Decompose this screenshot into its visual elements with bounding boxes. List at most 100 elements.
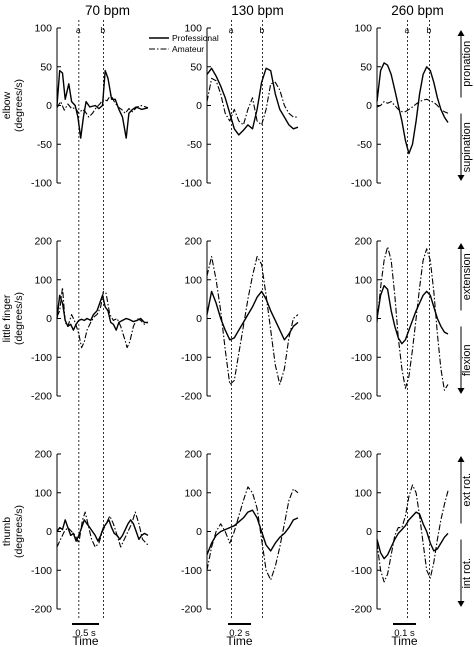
series-amateur-r2-c2 — [376, 484, 449, 583]
y-tick-label: -100 — [31, 352, 52, 364]
legend-entry: Professional — [172, 33, 219, 43]
y-tick-label: 100 — [184, 274, 202, 286]
column-title: 130 bpm — [231, 3, 284, 18]
y-tick-label: -200 — [181, 391, 202, 403]
y-tick-label: 0 — [366, 100, 372, 112]
y-tick-label: 100 — [34, 23, 52, 35]
y-tick-label: 0 — [196, 100, 202, 112]
y-tick-label: 100 — [34, 274, 52, 286]
series-amateur-r1-c2 — [376, 246, 449, 391]
panel-r2-c0: 200 100 0 -100 -200 — [31, 449, 61, 616]
y-tick-label: 200 — [354, 236, 372, 248]
x-axis-label: Time — [72, 634, 99, 647]
y-tick-label: 50 — [190, 61, 202, 73]
y-tick-label: 0 — [196, 313, 202, 325]
scale-bar-label: 0.2 s — [229, 628, 250, 639]
column-title: 70 bpm — [85, 3, 130, 18]
y-tick-label: -200 — [351, 604, 372, 616]
row-label: (degrees/s) — [13, 292, 25, 345]
panel-r1-c0: 200 100 0 -100 -200 — [31, 236, 61, 403]
arrow-down-head-icon — [457, 175, 465, 181]
row-label: elbow — [1, 91, 13, 119]
y-tick-label: 0 — [46, 100, 52, 112]
scale-bar-label: 0.1 s — [394, 628, 415, 639]
y-tick-label: 200 — [34, 449, 52, 461]
y-tick-label: 100 — [354, 274, 372, 286]
y-tick-label: 200 — [184, 236, 202, 248]
series-amateur-r0-c1 — [206, 77, 298, 126]
y-tick-label: 200 — [34, 236, 52, 248]
y-tick-label: -50 — [357, 139, 372, 151]
marker-label-a: a — [229, 25, 234, 35]
row-label: (degrees/s) — [13, 79, 25, 132]
y-tick-label: 0 — [196, 526, 202, 538]
column-title: 260 bpm — [391, 3, 444, 18]
series-professional-r2-c2 — [376, 511, 449, 560]
y-tick-label: -100 — [351, 178, 372, 190]
series-professional-r2-c1 — [206, 509, 299, 556]
series-professional-r0-c0 — [56, 69, 149, 139]
y-tick-label: 0 — [366, 526, 372, 538]
row-label: little finger — [1, 294, 13, 342]
arrow-down-head-icon — [457, 601, 465, 607]
y-tick-label: 100 — [354, 23, 372, 35]
y-tick-label: 0 — [366, 313, 372, 325]
y-tick-label: 50 — [360, 61, 372, 73]
side-label-positive: ext rot. — [461, 473, 473, 507]
legend-entry: Amateur — [172, 44, 204, 54]
y-tick-label: 50 — [40, 61, 52, 73]
series-professional-r1-c2 — [376, 284, 449, 345]
panel-r1-c1: 200 100 0 -100 -200 — [181, 236, 211, 403]
x-axis-label: Time — [391, 634, 418, 647]
y-tick-label: 100 — [34, 487, 52, 499]
y-tick-label: -200 — [31, 391, 52, 403]
y-tick-label: -100 — [181, 178, 202, 190]
y-tick-label: -50 — [37, 139, 52, 151]
y-tick-label: 0 — [46, 526, 52, 538]
series-amateur-r2-c0 — [56, 511, 149, 548]
arrow-up-head-icon — [457, 456, 465, 462]
panel-r2-c1: 200 100 0 -100 -200 — [181, 449, 211, 616]
y-tick-label: 0 — [46, 313, 52, 325]
series-amateur-r0-c2 — [376, 98, 449, 114]
scale-bar-label: 0.5 s — [75, 628, 96, 639]
y-tick-label: -50 — [187, 139, 202, 151]
y-tick-label: -100 — [351, 565, 372, 577]
series-professional-r1-c0 — [56, 294, 148, 331]
series-professional-r1-c1 — [206, 290, 299, 341]
panel-r0-c0: 100 50 0 -50 -100 — [31, 23, 61, 190]
y-tick-label: -200 — [31, 604, 52, 616]
panel-r0-c2: 100 50 0 -50 -100 — [351, 23, 381, 190]
arrow-up-head-icon — [457, 243, 465, 249]
y-tick-label: -100 — [31, 565, 52, 577]
marker-label-a: a — [76, 25, 81, 35]
series-amateur-r1-c0 — [56, 286, 149, 349]
side-label-negative: flexion — [461, 344, 473, 376]
arrow-down-head-icon — [457, 388, 465, 394]
y-tick-label: -100 — [351, 352, 372, 364]
y-tick-label: -100 — [181, 352, 202, 364]
arrow-up-head-icon — [457, 30, 465, 36]
row-label: thumb — [1, 517, 13, 546]
panel-r1-c2: 200 100 0 -100 -200 — [351, 236, 381, 403]
marker-label-b: b — [427, 25, 432, 35]
panel-r0-c1: 100 50 0 -50 -100 — [181, 23, 211, 190]
y-tick-label: -200 — [351, 391, 372, 403]
marker-label-a: a — [405, 25, 410, 35]
series-professional-r0-c1 — [206, 67, 299, 136]
y-tick-label: 100 — [184, 487, 202, 499]
side-label-negative: supination — [461, 122, 473, 172]
x-axis-label: Time — [226, 634, 253, 647]
marker-label-b: b — [260, 25, 265, 35]
series-amateur-r2-c1 — [206, 486, 299, 581]
y-tick-label: 100 — [184, 23, 202, 35]
side-label-negative: int rot. — [461, 558, 473, 589]
side-label-positive: extension — [461, 253, 473, 300]
side-label-positive: pronation — [461, 41, 473, 87]
row-label: (degrees/s) — [13, 505, 25, 558]
y-tick-label: 200 — [184, 449, 202, 461]
y-tick-label: -100 — [181, 565, 202, 577]
